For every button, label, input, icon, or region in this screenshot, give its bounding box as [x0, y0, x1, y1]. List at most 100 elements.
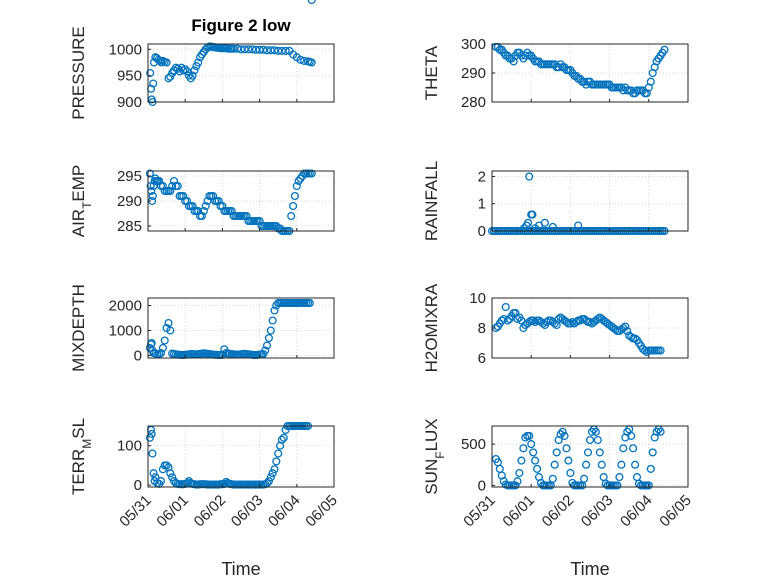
subplot-8-point — [562, 444, 571, 453]
subplot-7-xtick-label: 06/05 — [302, 492, 341, 531]
subplot-8-xtick-label: 06/05 — [656, 492, 695, 531]
subplot-8-point — [531, 456, 540, 465]
subplot-6-plot-area — [492, 298, 688, 358]
subplot-8-point — [583, 448, 593, 457]
subplot-6-point — [525, 317, 534, 327]
subplot-1-point — [149, 79, 158, 88]
subplot-4-axes-box — [491, 170, 689, 232]
subplot-8-point — [597, 460, 606, 469]
subplot-7-point — [162, 461, 171, 470]
subplot-8-ytick-label: 500 — [461, 436, 486, 453]
figure-title: Figure 2 low — [191, 16, 291, 35]
subplot-2-ytick-label: 290 — [461, 65, 486, 82]
subplot-8-point — [580, 474, 589, 483]
subplot-7-ylabel: TERRMSL — [69, 418, 94, 495]
subplot-5-point — [268, 316, 277, 325]
subplot-7-point — [145, 433, 154, 442]
subplot-6-point — [542, 317, 551, 327]
subplot-5-point — [166, 326, 175, 335]
subplot-3-point — [146, 181, 155, 191]
subplot-4-point — [574, 221, 583, 230]
subplot-6-ylabel: H2OMIXRA — [422, 283, 441, 372]
subplot-5-point — [264, 333, 273, 343]
subplot-5-point — [305, 298, 314, 308]
subplot-8-point — [552, 448, 561, 457]
subplot-8-point — [527, 440, 536, 449]
subplot-7: 0 100 TERRMSL 05/3106/0106/0206/0306/0406/0… — [69, 418, 341, 579]
subplot-8-point — [515, 468, 524, 478]
subplot-4-ytick-label: 0 — [478, 223, 486, 240]
subplot-1-ytick-label: 900 — [117, 94, 142, 111]
subplot-1-point — [244, 45, 253, 54]
subplot-8-point — [517, 456, 526, 465]
subplot-5-point — [164, 318, 173, 328]
subplot-7-xtick-label: 06/01 — [153, 492, 192, 531]
subplot-8-xtick-label: 06/04 — [617, 492, 656, 531]
subplot-2-ylabel: THETA — [422, 45, 441, 100]
subplot-6-ytick-label: 8 — [478, 320, 486, 337]
subplot-6-point — [611, 325, 620, 334]
subplot-3-ytick-label: 285 — [117, 218, 142, 235]
subplot-7-point — [149, 469, 158, 478]
subplot-3-point — [201, 201, 210, 211]
subplot-3-point — [169, 176, 179, 186]
subplot-8-point — [550, 460, 559, 469]
subplot-6-point — [656, 346, 665, 355]
subplot-8-point — [627, 431, 636, 440]
subplot-6-point — [531, 317, 540, 327]
subplot-1-point — [277, 46, 286, 55]
subplot-5-point — [160, 336, 169, 345]
subplot-1-point — [296, 55, 305, 64]
subplot-1-point — [164, 74, 173, 83]
subplot-3-point — [148, 191, 157, 201]
subplot-8-point — [511, 481, 520, 490]
subplot-7-point — [156, 477, 166, 486]
subplot-7-point — [272, 457, 281, 466]
subplot-7-point — [148, 449, 157, 458]
subplot-6-point — [621, 322, 630, 331]
subplot-5: 0 1000 2000 MIXDEPTH — [69, 0, 335, 372]
subplot-4-plot-area — [492, 171, 688, 231]
subplot-8-xlabel: Time — [570, 559, 609, 579]
subplot-4-ytick-label: 2 — [478, 168, 486, 185]
subplot-6-point — [501, 302, 510, 312]
subplot-7-point — [279, 433, 288, 442]
subplot-7-xtick-label: 06/03 — [228, 492, 267, 531]
subplot-8-point — [656, 427, 665, 436]
subplot-3-point — [145, 169, 154, 178]
subplot-1-ylabel: PRESSURE — [69, 26, 88, 120]
subplot-4-point — [548, 222, 557, 231]
subplot-6-point — [568, 317, 577, 327]
subplot-8-point — [560, 431, 569, 440]
subplot-8-ytick-label: 0 — [478, 477, 486, 494]
subplot-1-ytick-label: 950 — [117, 68, 142, 85]
subplot-5-ylabel: MIXDEPTH — [69, 284, 88, 372]
subplot-8-point — [521, 433, 530, 442]
subplot-5-point — [158, 343, 167, 353]
subplot-8-point — [585, 435, 595, 445]
subplot-5-point — [266, 326, 275, 335]
subplot-3-point — [290, 191, 299, 201]
subplot-5-point — [262, 341, 272, 350]
subplot-3-ytick-label: 290 — [117, 193, 142, 210]
subplot-6-point — [623, 326, 632, 336]
subplot-7-point — [264, 477, 273, 486]
subplot-3-point — [173, 181, 182, 191]
subplot-8-point — [548, 474, 557, 483]
subplot-1-point — [259, 45, 268, 54]
subplot-8-point — [566, 468, 575, 478]
subplot-7-point — [266, 473, 275, 482]
subplot-1-point — [281, 46, 290, 55]
subplot-4: 0 1 2 RAINFALL — [422, 161, 689, 241]
subplot-8-point — [556, 430, 565, 439]
subplot-8-point — [558, 427, 567, 436]
subplot-5-point — [156, 348, 166, 358]
subplot-4-point — [525, 172, 534, 181]
subplot-8-point — [646, 464, 655, 473]
subplot-6-point — [562, 317, 571, 327]
subplot-8-point — [613, 481, 622, 490]
subplot-8-point — [617, 460, 626, 469]
subplot-8-axes-box — [491, 425, 689, 488]
subplot-8-point — [595, 448, 604, 457]
subplot-8-point — [644, 481, 653, 490]
